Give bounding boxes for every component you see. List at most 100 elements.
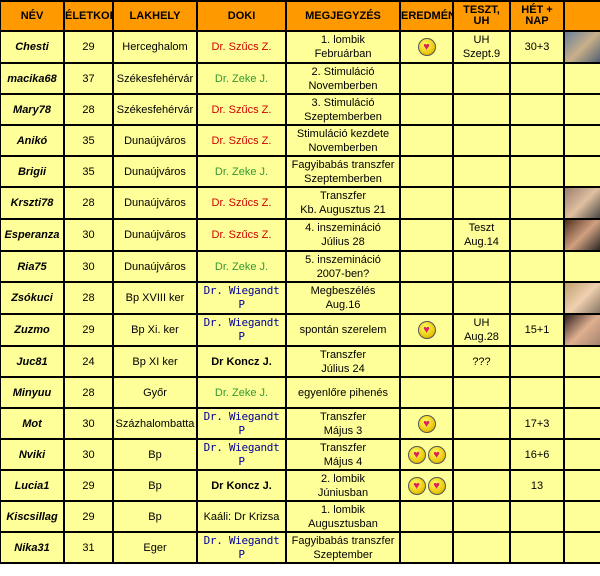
cell-name: Lucia1 [0,469,65,502]
cell-test [452,376,511,409]
cell-result [399,186,454,220]
note-line-1: 2. lombik [320,472,366,485]
cell-note: Transzfer Július 24 [285,345,401,378]
cell-name: Anikó [0,124,65,157]
table-row: Chesti 29 Herceghalom Dr. Szűcs Z. 1. lombik… [0,30,600,64]
cell-age: 29 [63,30,114,64]
note-line-2: Novemberben [308,79,378,92]
avatar-photo [566,221,599,249]
note-line-2: Május 4 [323,455,363,468]
cell-test [452,438,511,471]
cell-test [452,281,511,315]
cell-doctor: Dr Koncz J. [196,469,287,502]
cell-doctor: Dr. Szűcs Z. [196,124,287,157]
cell-city: Dunaújváros [112,124,198,157]
cell-city: Dunaújváros [112,250,198,283]
cell-doctor: Dr. Szűcs Z. [196,30,287,64]
cell-age: 24 [63,345,114,378]
cell-result [399,376,454,409]
cell-note: Transzfer Kb. Augusztus 21 [285,186,401,220]
cell-age: 30 [63,218,114,252]
note-line-2: Novemberben [308,141,378,154]
test-line-1: UH [473,317,490,329]
test-line-2: Szept.9 [462,48,501,60]
cell-week [509,62,565,95]
note-line-1: Transzfer [319,441,367,454]
note-line-2: 2007-ben? [316,267,370,280]
member-table: NÉV ÉLETKOR LAKHELY DOKI MEGJEGYZÉS ERED… [0,0,600,564]
cell-note: Stimuláció kezdete Novemberben [285,124,401,157]
cell-city: Bp XVIII ker [112,281,198,315]
heart-smiley-icon [417,321,436,339]
cell-name: Nika31 [0,531,65,564]
table-row: macika68 37 Székesfehérvár Dr. Zeke J. 2. St… [0,62,600,95]
cell-city: Bp [112,438,198,471]
cell-age: 28 [63,93,114,126]
note-line-1: 4. inszemináció [305,222,381,234]
cell-note: 5. inszemináció 2007-ben? [285,250,401,283]
note-line-1: spontán szerelem [299,324,387,336]
cell-age: 35 [63,124,114,157]
test-line-2: Aug.28 [464,331,499,343]
cell-city: Győr [112,376,198,409]
note-line-2: Július 24 [321,362,365,375]
header-note: MEGJEGYZÉS [285,0,401,32]
cell-note: Transzfer Május 4 [285,438,401,471]
heart-smiley-icon [417,38,436,56]
cell-note: 3. Stimuláció Szeptemberben [285,93,401,126]
cell-photo [563,186,600,220]
cell-note: 1. lombik Augusztusban [285,500,401,533]
test-line-1: Teszt [468,222,495,234]
cell-test: UH Szept.9 [452,30,511,64]
table-row: Mary78 28 Székesfehérvár Dr. Szűcs Z. 3. Sti… [0,93,600,126]
cell-result [399,93,454,126]
note-line-1: Megbeszélés [310,285,376,297]
cell-name: Mot [0,407,65,440]
cell-test [452,155,511,188]
cell-doctor: Dr. Wiegandt P [196,313,287,347]
cell-city: Székesfehérvár [112,93,198,126]
cell-photo [563,469,600,502]
cell-week [509,155,565,188]
cell-city: Bp [112,469,198,502]
header-result: EREDMÉNY [399,0,454,32]
cell-city: Bp [112,500,198,533]
cell-age: 37 [63,62,114,95]
cell-note: Transzfer Május 3 [285,407,401,440]
header-test: TESZT, UH [452,0,511,32]
cell-result [399,30,454,64]
cell-name: Kiscsillag [0,500,65,533]
cell-doctor: Dr. Zeke J. [196,155,287,188]
cell-test [452,124,511,157]
table-row: Ria75 30 Dunaújváros Dr. Zeke J. 5. inszemin… [0,250,600,283]
cell-photo [563,218,600,252]
cell-name: macika68 [0,62,65,95]
header-age: ÉLETKOR [63,0,114,32]
header-city: LAKHELY [112,0,198,32]
cell-week: 15+1 [509,313,565,347]
cell-photo [563,30,600,64]
cell-city: Herceghalom [112,30,198,64]
cell-note: Fagyibabás transzfer Szeptember [285,531,401,564]
cell-age: 30 [63,407,114,440]
cell-age: 29 [63,313,114,347]
heart-smiley-icon [407,445,426,464]
cell-week [509,186,565,220]
note-line-2: Aug.16 [325,299,361,311]
cell-photo [563,500,600,533]
cell-name: Chesti [0,30,65,64]
header-week: HÉT + NAP [509,0,565,32]
cell-name: Zuzmo [0,313,65,347]
table-row: Kiscsillag 29 Bp Kaáli: Dr Krizsa 1. lombik A… [0,500,600,533]
cell-age: 29 [63,500,114,533]
cell-age: 28 [63,281,114,315]
heart-smiley-icon [417,414,436,433]
note-line-1: 2. Stimuláció [311,65,375,78]
cell-city: Bp Xi. ker [112,313,198,347]
cell-test [452,469,511,502]
cell-week [509,345,565,378]
cell-doctor: Kaáli: Dr Krizsa [196,500,287,533]
table-row: Juc81 24 Bp XI ker Dr Koncz J. Transzfer Júli… [0,345,600,378]
